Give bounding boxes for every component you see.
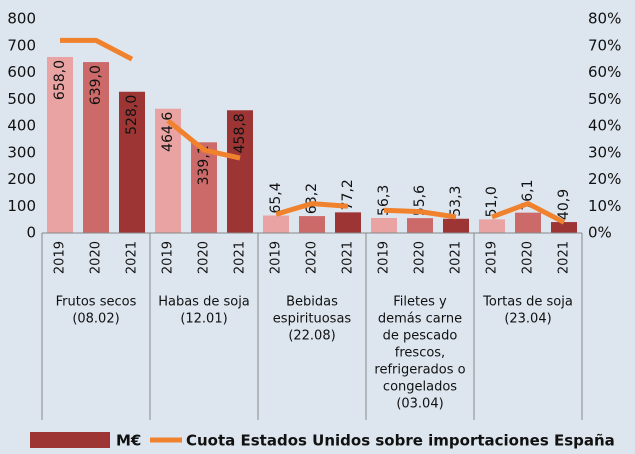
value-label: 458,8	[232, 113, 248, 153]
value-label: 63,2	[304, 183, 320, 214]
y2-tick-label: 20%	[588, 170, 621, 188]
y2-tick-label: 10%	[588, 197, 621, 215]
y2-tick-label: 0%	[588, 224, 612, 242]
group-label: Filetes y	[393, 295, 447, 310]
value-label: 639,0	[88, 65, 104, 105]
group-label: Tortas de soja	[482, 295, 573, 310]
bar	[299, 216, 325, 233]
bar	[371, 217, 397, 233]
group-label: Bebidas	[286, 295, 338, 310]
value-label: 77,2	[340, 179, 356, 210]
y-tick-label: 200	[7, 170, 36, 188]
line-series	[491, 201, 566, 225]
y-tick-label: 700	[7, 36, 36, 54]
group-label: Frutos secos	[56, 295, 137, 310]
y2-tick-label: 80%	[588, 10, 621, 28]
y2-tick-label: 70%	[588, 36, 621, 54]
value-label: 339,1	[196, 145, 212, 185]
y2-tick-label: 50%	[588, 90, 621, 108]
group-label: refrigerados o	[374, 363, 465, 378]
x-tick-label: 2021	[449, 241, 464, 274]
line-series	[60, 37, 134, 62]
line-series	[166, 118, 241, 161]
value-label: 53,3	[448, 186, 464, 217]
y-tick-label: 100	[7, 197, 36, 215]
group-label: Habas de soja	[158, 295, 250, 310]
legend-swatch	[30, 432, 110, 448]
x-tick-label: 2020	[197, 241, 212, 274]
bar	[191, 142, 217, 233]
bar	[335, 212, 361, 233]
bar	[47, 56, 73, 233]
bar	[515, 212, 541, 233]
group-label: (03.04)	[396, 397, 443, 412]
bar	[83, 62, 109, 233]
x-tick-label: 2019	[377, 241, 392, 274]
value-label: 464,6	[160, 112, 176, 152]
group-label: de pescado	[383, 329, 458, 344]
value-label: 65,4	[268, 182, 284, 213]
group-label: (23.04)	[504, 312, 551, 327]
x-tick-label: 2020	[521, 241, 536, 274]
group-label: espirituosas	[273, 312, 352, 327]
y-tick-label: 0	[26, 224, 36, 242]
x-tick-label: 2019	[485, 241, 500, 274]
legend-label: Cuota Estados Unidos sobre importaciones…	[186, 432, 615, 450]
x-tick-label: 2019	[269, 241, 284, 274]
y-tick-label: 800	[7, 10, 36, 28]
value-label: 658,0	[52, 60, 68, 100]
x-tick-label: 2020	[89, 241, 104, 274]
group-label: (12.01)	[180, 312, 227, 327]
value-label: 51,0	[484, 186, 500, 217]
x-tick-label: 2019	[161, 241, 176, 274]
x-tick-label: 2020	[413, 241, 428, 274]
line-series	[383, 207, 457, 220]
bar	[479, 219, 505, 233]
y2-tick-label: 30%	[588, 143, 621, 161]
group-label: (22.08)	[288, 329, 335, 344]
bar	[407, 218, 433, 233]
group-label: frescos,	[395, 346, 445, 361]
y-tick-label: 300	[7, 143, 36, 161]
value-label: 40,9	[556, 189, 572, 220]
x-tick-label: 2021	[341, 241, 356, 274]
y-tick-label: 400	[7, 117, 36, 135]
y-tick-label: 600	[7, 63, 36, 81]
bar	[119, 91, 145, 233]
x-tick-label: 2019	[53, 241, 68, 274]
x-tick-label: 2021	[233, 241, 248, 274]
bar	[263, 215, 289, 233]
line-series	[275, 201, 349, 217]
group-label: (08.02)	[72, 312, 119, 327]
y2-tick-label: 40%	[588, 117, 621, 135]
x-tick-label: 2021	[125, 241, 140, 274]
group-label: demás carne	[378, 312, 462, 327]
bar	[227, 110, 253, 233]
y-tick-label: 500	[7, 90, 36, 108]
legend-label: M€	[116, 432, 141, 450]
bar	[443, 218, 469, 233]
bar	[551, 222, 577, 233]
value-label: 55,6	[412, 185, 428, 216]
x-tick-label: 2021	[557, 241, 572, 274]
value-label: 528,0	[124, 95, 140, 135]
x-tick-label: 2020	[305, 241, 320, 274]
group-label: congelados	[383, 380, 457, 395]
y2-tick-label: 60%	[588, 63, 621, 81]
